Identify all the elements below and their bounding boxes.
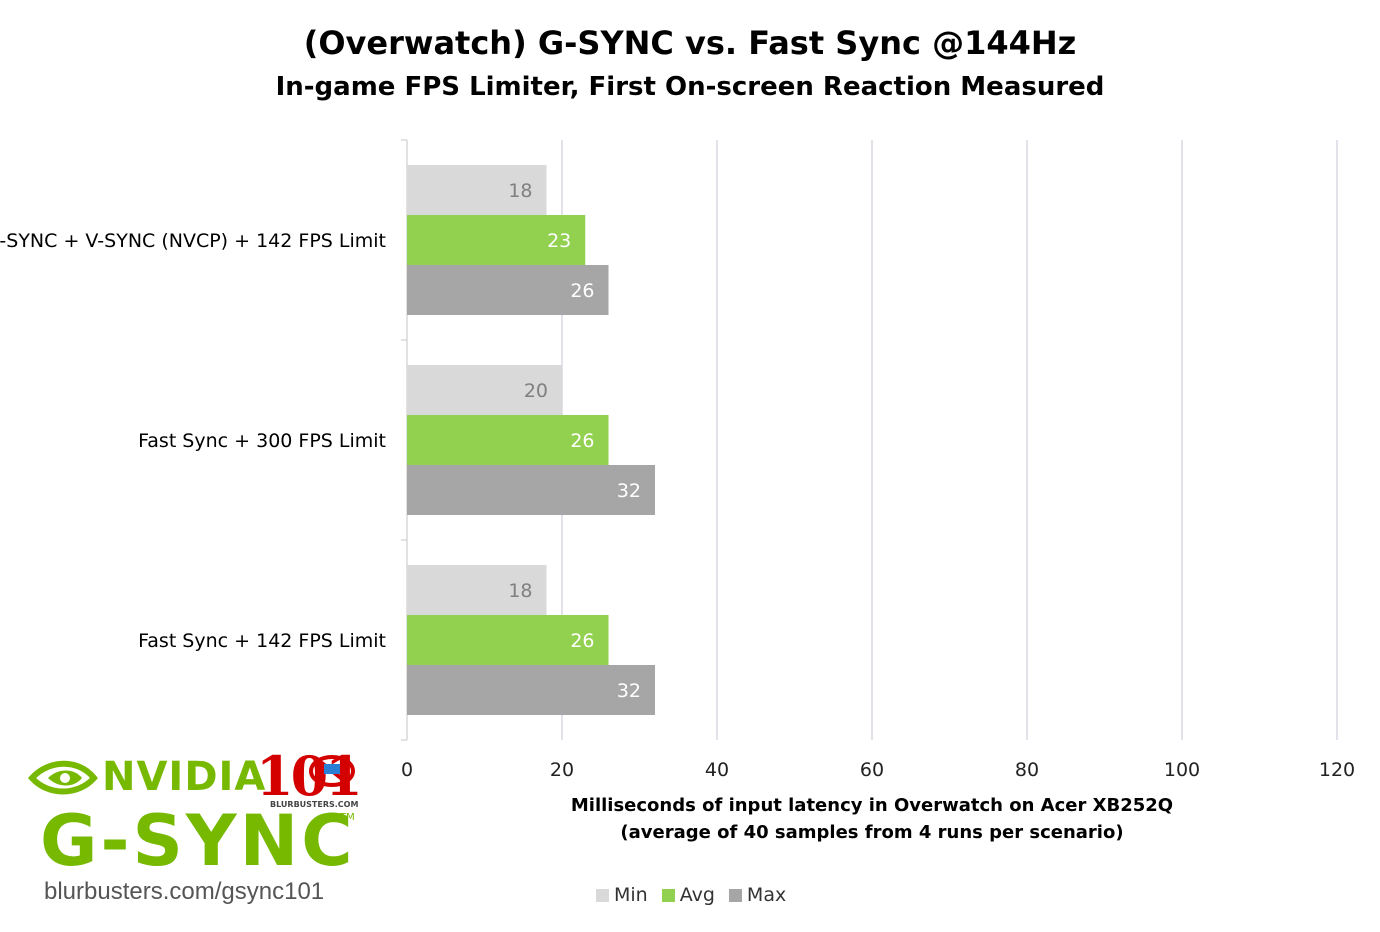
bar-max — [407, 265, 609, 315]
legend-swatch — [728, 888, 742, 902]
data-label: 23 — [547, 230, 571, 252]
bar-min — [407, 565, 547, 615]
bar-min — [407, 365, 562, 415]
no-sign-icon — [309, 755, 355, 787]
data-label: 18 — [508, 180, 532, 202]
x-axis-title: Milliseconds of input latency in Overwat… — [571, 795, 1173, 816]
x-tick-label: 40 — [705, 759, 729, 781]
data-label: 26 — [570, 430, 594, 452]
nvidia-eye-icon — [28, 760, 98, 795]
chart-legend: Min Avg Max — [596, 884, 786, 906]
gsync-wordmark: G-SYNC — [40, 800, 356, 882]
legend-label: Max — [746, 884, 787, 906]
legend-label: Avg — [679, 884, 715, 906]
bar-avg — [407, 215, 586, 265]
x-tick-label: 20 — [550, 759, 574, 781]
x-tick-label: 0 — [401, 759, 413, 781]
x-tick-label: 100 — [1164, 759, 1200, 781]
logo-url: blurbusters.com/gsync101 — [44, 878, 325, 905]
bar-avg — [407, 615, 609, 665]
bar-max — [407, 465, 655, 515]
bar-max — [407, 665, 655, 715]
nvidia-wordmark: NVIDIA — [102, 754, 267, 800]
bar-min — [407, 165, 547, 215]
nvidia-gsync-101-logo: NVIDIA 101 BLURBUSTERS.COM G-SYNC TM blu… — [22, 744, 372, 918]
x-tick-label: 80 — [1015, 759, 1039, 781]
data-label: 32 — [617, 680, 641, 702]
legend-swatch — [596, 888, 609, 902]
x-axis-subtitle: (average of 40 samples from 4 runs per s… — [620, 822, 1123, 843]
category-label: Fast Sync + 142 FPS Limit — [138, 630, 386, 652]
category-label: G-SYNC + V-SYNC (NVCP) + 142 FPS Limit — [0, 230, 386, 252]
chart-subtitle: In-game FPS Limiter, First On-screen Rea… — [275, 72, 1105, 102]
x-tick-label: 120 — [1319, 759, 1355, 781]
data-label: 26 — [570, 630, 594, 652]
category-label: Fast Sync + 300 FPS Limit — [138, 430, 386, 452]
x-tick-label: 60 — [860, 759, 884, 781]
logo-101: 101 — [256, 744, 363, 808]
trademark: TM — [340, 812, 355, 823]
logo-site-small: BLURBUSTERS.COM — [270, 800, 359, 809]
chart-title: (Overwatch) G-SYNC vs. Fast Sync @144Hz — [303, 24, 1077, 62]
data-label: 20 — [524, 380, 548, 402]
data-label: 32 — [617, 480, 641, 502]
legend-item-avg: Avg — [661, 884, 715, 906]
legend-swatch — [661, 888, 675, 902]
bar-avg — [407, 415, 609, 465]
data-label: 18 — [508, 580, 532, 602]
legend-item-min: Min — [596, 884, 648, 906]
legend-label: Min — [614, 884, 648, 906]
legend-item-max: Max — [728, 884, 787, 906]
data-label: 26 — [570, 280, 594, 302]
bar-chart: G-SYNC + V-SYNC (NVCP) + 142 FPS Limit 18… — [0, 139, 1355, 843]
